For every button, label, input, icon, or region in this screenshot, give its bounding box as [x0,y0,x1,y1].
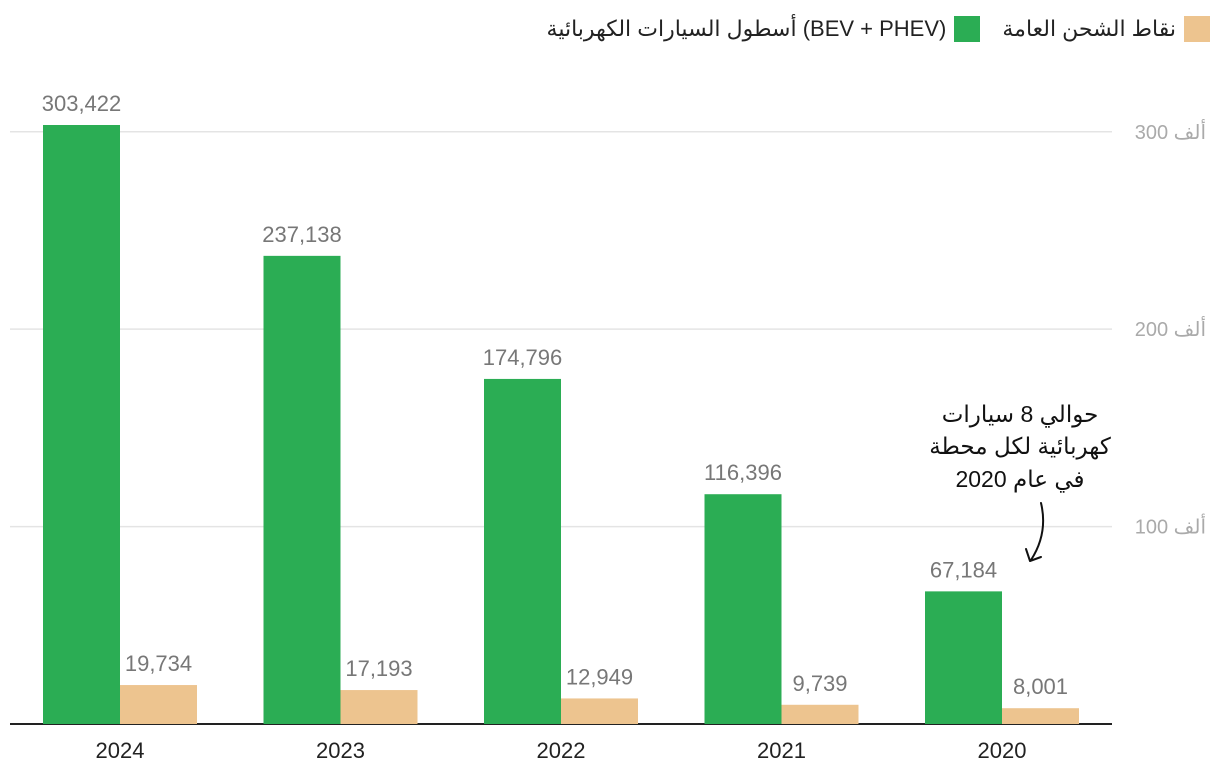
bar-charging_points [781,704,859,724]
labels-layer: 100 ألف 200 ألف 300 ألف 303,422 19,734 2024 23… [42,91,1206,763]
data-label-ev_fleet: 303,422 [42,91,122,116]
y-tick-label: 300 ألف [1135,119,1206,144]
x-tick-label: 2024 [96,738,145,763]
bars-layer [43,125,1079,725]
legend-item-ev-fleet: أسطول السيارات الكهربائية (BEV + PHEV) [547,16,981,42]
legend: نقاط الشحن العامة أسطول السيارات الكهربا… [547,14,1210,44]
annotation-arrowhead [1025,548,1042,562]
annotation-arrow-line [1030,502,1045,561]
y-tick-label: 200 ألف [1135,316,1206,341]
bar-ev_fleet [484,378,561,724]
y-tick-label: 100 ألف [1135,514,1206,539]
legend-swatch-ev-fleet [954,16,981,42]
x-tick-label: 2021 [757,738,806,763]
bar-charging_points [561,698,638,724]
annotation: حوالي 8 سيارات كهربائية لكل محطة في عام 20… [929,401,1111,562]
bar-charging_points [120,685,197,724]
bar-charging_points [1002,708,1079,724]
annotation-text: في عام 2020 [955,466,1084,493]
data-label-charging_points: 8,001 [1013,674,1068,699]
data-label-charging_points: 19,734 [125,651,192,676]
x-tick-label: 2022 [537,738,586,763]
bar-ev_fleet [263,255,341,725]
bar-charging_points [340,690,418,724]
data-label-charging_points: 9,739 [792,671,847,696]
data-label-ev_fleet: 67,184 [930,557,997,582]
legend-label-charging-points: نقاط الشحن العامة [1002,16,1176,41]
annotation-text: حوالي 8 سيارات [942,401,1099,428]
legend-swatch-charging-points [1184,16,1210,42]
bar-ev_fleet [43,125,120,724]
annotation-text: كهربائية لكل محطة [929,433,1111,460]
legend-label-ev-fleet: أسطول السيارات الكهربائية (BEV + PHEV) [546,16,947,41]
data-label-ev_fleet: 174,796 [483,345,563,370]
legend-item-charging-points: نقاط الشحن العامة [1002,16,1210,42]
bar-ev_fleet [925,591,1002,724]
data-label-charging_points: 17,193 [345,656,412,681]
x-tick-label: 2020 [978,738,1027,763]
data-label-ev_fleet: 116,396 [704,460,782,485]
x-tick-label: 2023 [316,738,365,763]
bar-ev_fleet [704,494,782,724]
data-label-charging_points: 12,949 [566,664,633,689]
data-label-ev_fleet: 237,138 [262,222,342,247]
